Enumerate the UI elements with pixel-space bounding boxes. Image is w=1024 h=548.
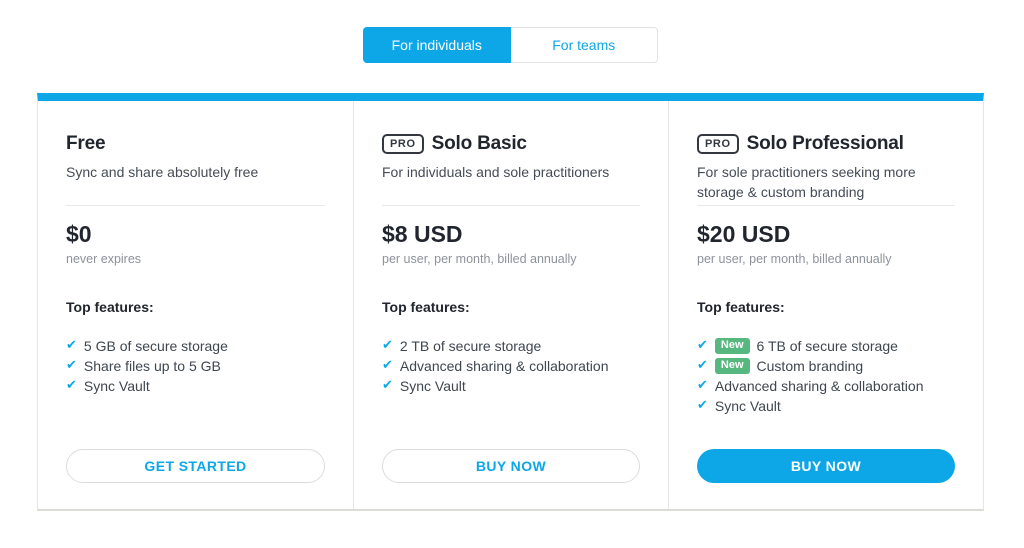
feature-item: ✔ New Custom branding xyxy=(697,356,955,376)
feature-item: ✔ Share files up to 5 GB xyxy=(66,356,325,376)
feature-item: ✔ Advanced sharing & collaboration xyxy=(382,356,640,376)
plan-head: Free Sync and share absolutely free xyxy=(66,133,325,205)
feature-item: ✔ New 6 TB of secure storage xyxy=(697,336,955,356)
plan-price: $8 USD xyxy=(382,221,463,247)
plan-head: PRO Solo Professional For sole practitio… xyxy=(697,133,955,205)
check-icon: ✔ xyxy=(697,397,708,412)
feature-text: Sync Vault xyxy=(714,398,781,414)
features-list: ✔ 2 TB of secure storage ✔ Advanced shar… xyxy=(382,336,640,396)
feature-text: Sync Vault xyxy=(399,378,466,394)
audience-toggle: For individuals For teams xyxy=(363,27,658,63)
feature-item: ✔ Advanced sharing & collaboration xyxy=(697,376,955,396)
check-icon: ✔ xyxy=(697,337,708,352)
plan-card-solo-basic: PRO Solo Basic For individuals and sole … xyxy=(353,101,668,509)
divider xyxy=(382,205,640,206)
feature-text: Advanced sharing & collaboration xyxy=(714,378,924,394)
feature-item: ✔ Sync Vault xyxy=(66,376,325,396)
check-icon: ✔ xyxy=(66,357,77,372)
features-list: ✔ 5 GB of secure storage ✔ Share files u… xyxy=(66,336,325,396)
plan-title: Solo Professional xyxy=(746,133,904,154)
price-note: per user, per month, billed annually xyxy=(382,252,577,266)
check-icon: ✔ xyxy=(382,357,393,372)
check-icon: ✔ xyxy=(697,377,708,392)
check-icon: ✔ xyxy=(66,337,77,352)
price-note: never expires xyxy=(66,252,142,266)
check-icon: ✔ xyxy=(382,337,393,352)
plan-title: Solo Basic xyxy=(431,133,527,154)
plan-card-free: Free Sync and share absolutely free $0 n… xyxy=(38,101,353,509)
buy-now-button[interactable]: BUY NOW xyxy=(382,449,640,483)
feature-text: 6 TB of secure storage xyxy=(756,338,898,354)
plan-description: For individuals and sole practitioners xyxy=(382,164,610,180)
feature-item: ✔ Sync Vault xyxy=(382,376,640,396)
feature-item: ✔ Sync Vault xyxy=(697,396,955,416)
features-heading: Top features: xyxy=(382,299,470,315)
plan-description: Sync and share absolutely free xyxy=(66,164,259,180)
feature-text: Share files up to 5 GB xyxy=(83,358,221,374)
features-heading: Top features: xyxy=(66,299,154,315)
feature-text: Sync Vault xyxy=(83,378,150,394)
buy-now-button[interactable]: BUY NOW xyxy=(697,449,955,483)
price-note: per user, per month, billed annually xyxy=(697,252,892,266)
plan-description: For sole practitioners seeking more stor… xyxy=(697,164,916,201)
feature-item: ✔ 5 GB of secure storage xyxy=(66,336,325,356)
check-icon: ✔ xyxy=(382,377,393,392)
plan-head: PRO Solo Basic For individuals and sole … xyxy=(382,133,640,205)
plan-title: Free xyxy=(66,133,106,154)
tab-for-teams[interactable]: For teams xyxy=(510,27,658,63)
get-started-button[interactable]: GET STARTED xyxy=(66,449,325,483)
new-badge: New xyxy=(714,358,750,374)
new-badge: New xyxy=(714,338,750,354)
divider xyxy=(697,205,955,206)
features-list: ✔ New 6 TB of secure storage ✔ New Custo… xyxy=(697,336,955,416)
check-icon: ✔ xyxy=(66,377,77,392)
pricing-table: Free Sync and share absolutely free $0 n… xyxy=(37,93,984,511)
feature-text: 5 GB of secure storage xyxy=(83,338,228,354)
pro-badge: PRO xyxy=(697,134,739,154)
features-heading: Top features: xyxy=(697,299,785,315)
feature-item: ✔ 2 TB of secure storage xyxy=(382,336,640,356)
tab-for-individuals[interactable]: For individuals xyxy=(363,27,511,63)
feature-text: 2 TB of secure storage xyxy=(399,338,542,354)
plan-card-solo-professional: PRO Solo Professional For sole practitio… xyxy=(668,101,983,509)
feature-text: Advanced sharing & collaboration xyxy=(399,358,609,374)
plan-price: $0 xyxy=(66,221,92,247)
divider xyxy=(66,205,325,206)
plan-price: $20 USD xyxy=(697,221,791,247)
feature-text: Custom branding xyxy=(756,358,864,374)
pro-badge: PRO xyxy=(382,134,424,154)
check-icon: ✔ xyxy=(697,357,708,372)
